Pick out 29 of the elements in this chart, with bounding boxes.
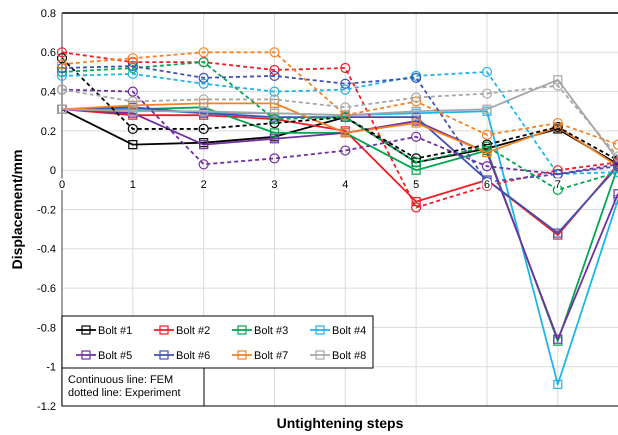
x-tick-label: 2 — [200, 179, 207, 192]
y-tick-label: 0.2 — [40, 126, 56, 138]
y-tick-label: -0.2 — [37, 204, 56, 216]
y-tick-label: -1.2 — [37, 400, 56, 413]
y-tick-label: -0.6 — [37, 282, 56, 295]
y-axis-title: Displacement/mm — [9, 150, 25, 270]
legend-label: Bolt #7 — [254, 350, 288, 362]
x-tick-label: 1 — [130, 179, 136, 192]
legend-label: Bolt #2 — [176, 324, 210, 337]
annotation: Continuous line: FEM — [68, 374, 174, 386]
legend-label: Bolt #3 — [254, 324, 288, 337]
y-tick-label: 0.8 — [40, 8, 56, 20]
y-tick-label: -0.4 — [37, 244, 56, 256]
legend-label: Bolt #1 — [98, 324, 132, 337]
legend-label: Bolt #5 — [98, 350, 132, 362]
x-tick-label: 0 — [58, 179, 66, 192]
y-tick-label: 0.4 — [40, 86, 56, 98]
legend-label: Bolt #8 — [332, 350, 366, 362]
x-tick-label: 4 — [342, 179, 348, 192]
annotation: dotted line: Experiment — [68, 387, 181, 399]
x-axis-title: Untightening steps — [276, 415, 404, 431]
legend-label: Bolt #4 — [332, 324, 366, 337]
y-tick-label: 0.6 — [40, 47, 56, 60]
y-tick-label: -1 — [46, 362, 56, 374]
legend-label: Bolt #6 — [176, 350, 210, 362]
y-tick-label: -0.8 — [37, 322, 56, 334]
y-tick-label: 0 — [50, 165, 56, 178]
x-tick-label: 3 — [271, 179, 278, 192]
x-tick-label: 5 — [413, 179, 420, 192]
